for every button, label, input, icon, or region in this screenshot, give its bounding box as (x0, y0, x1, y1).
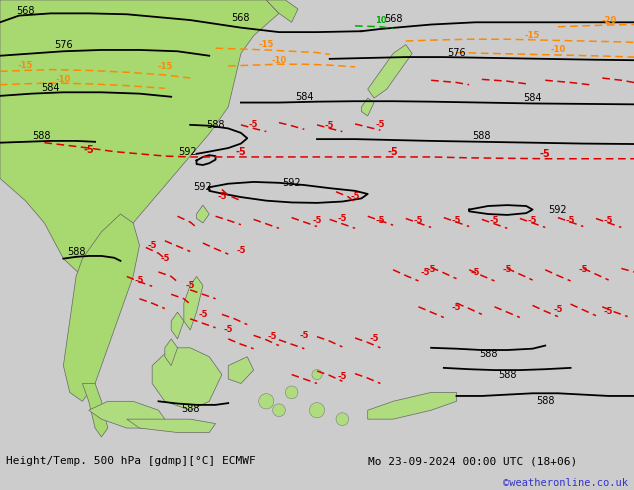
Text: -10: -10 (56, 75, 71, 84)
Text: Height/Temp. 500 hPa [gdmp][°C] ECMWF: Height/Temp. 500 hPa [gdmp][°C] ECMWF (6, 456, 256, 466)
Text: 568: 568 (16, 6, 35, 16)
Text: 588: 588 (206, 120, 225, 130)
Text: 584: 584 (41, 83, 60, 93)
Text: -5: -5 (566, 216, 575, 225)
Polygon shape (152, 348, 222, 410)
Circle shape (336, 413, 349, 425)
Text: -5: -5 (351, 192, 359, 201)
Polygon shape (0, 0, 279, 276)
Text: 584: 584 (523, 93, 542, 103)
Text: 592: 592 (282, 178, 301, 188)
Polygon shape (82, 384, 108, 437)
Text: -5: -5 (224, 325, 233, 335)
Text: 592: 592 (193, 182, 212, 192)
Text: 584: 584 (295, 92, 314, 102)
Text: 588: 588 (536, 396, 555, 406)
Polygon shape (368, 392, 456, 419)
Text: -5: -5 (313, 216, 321, 225)
Polygon shape (228, 357, 254, 384)
Text: -5: -5 (148, 241, 157, 250)
Text: -5: -5 (490, 216, 499, 225)
Text: 568: 568 (231, 13, 250, 23)
Text: -5: -5 (414, 216, 423, 225)
Text: -5: -5 (604, 307, 613, 316)
Text: -10: -10 (271, 56, 287, 65)
Text: -5: -5 (198, 310, 207, 319)
Text: 592: 592 (178, 147, 197, 157)
Text: 10: 10 (375, 17, 386, 25)
Text: -5: -5 (579, 265, 588, 274)
Text: -5: -5 (325, 121, 334, 130)
Text: 588: 588 (479, 349, 498, 360)
Text: 576: 576 (447, 48, 466, 58)
Text: -5: -5 (553, 305, 562, 315)
Circle shape (259, 393, 274, 409)
Text: ©weatheronline.co.uk: ©weatheronline.co.uk (503, 478, 628, 489)
Text: -5: -5 (338, 214, 347, 223)
Text: -5: -5 (503, 265, 512, 274)
Text: -15: -15 (157, 62, 172, 72)
Text: -5: -5 (370, 334, 378, 343)
Text: -20: -20 (601, 16, 616, 24)
Text: -5: -5 (376, 216, 385, 225)
Text: -5: -5 (338, 372, 347, 381)
Text: Mo 23-09-2024 00:00 UTC (18+06): Mo 23-09-2024 00:00 UTC (18+06) (368, 456, 577, 466)
Text: -5: -5 (471, 269, 480, 277)
Circle shape (309, 403, 325, 418)
Text: 588: 588 (181, 404, 200, 415)
Text: -5: -5 (604, 216, 613, 225)
Text: -5: -5 (186, 281, 195, 290)
Polygon shape (171, 312, 184, 339)
Text: -5: -5 (388, 147, 398, 157)
Text: 588: 588 (67, 247, 86, 257)
Text: -15: -15 (259, 40, 274, 49)
Polygon shape (184, 276, 203, 330)
Text: -5: -5 (236, 246, 245, 255)
Text: -5: -5 (135, 276, 144, 285)
Text: -5: -5 (236, 147, 246, 157)
Text: -5: -5 (376, 121, 385, 129)
Polygon shape (165, 339, 178, 366)
Text: 588: 588 (498, 369, 517, 380)
Text: 588: 588 (472, 131, 491, 142)
Polygon shape (197, 205, 209, 223)
Text: 568: 568 (384, 14, 403, 24)
Text: -5: -5 (420, 269, 429, 277)
Text: -5: -5 (427, 265, 436, 274)
Text: -5: -5 (300, 331, 309, 340)
Text: -5: -5 (84, 145, 94, 155)
Text: 592: 592 (548, 204, 567, 215)
Text: -5: -5 (452, 303, 461, 312)
Polygon shape (368, 45, 412, 98)
Circle shape (285, 386, 298, 399)
Text: -15: -15 (18, 61, 33, 71)
Text: -5: -5 (249, 121, 258, 129)
Polygon shape (89, 401, 165, 428)
Text: -10: -10 (550, 45, 566, 53)
Polygon shape (266, 0, 298, 22)
Circle shape (273, 404, 285, 416)
Polygon shape (127, 419, 216, 433)
Text: -5: -5 (452, 216, 461, 225)
Circle shape (312, 369, 322, 380)
Text: -5: -5 (528, 216, 537, 225)
Polygon shape (63, 214, 139, 401)
Text: -5: -5 (217, 192, 226, 201)
Text: -5: -5 (160, 254, 169, 263)
Text: -5: -5 (540, 149, 550, 159)
Text: -15: -15 (525, 31, 540, 40)
Polygon shape (361, 98, 374, 116)
Text: -5: -5 (268, 332, 277, 341)
Text: 576: 576 (54, 40, 73, 49)
Text: 588: 588 (32, 131, 51, 141)
